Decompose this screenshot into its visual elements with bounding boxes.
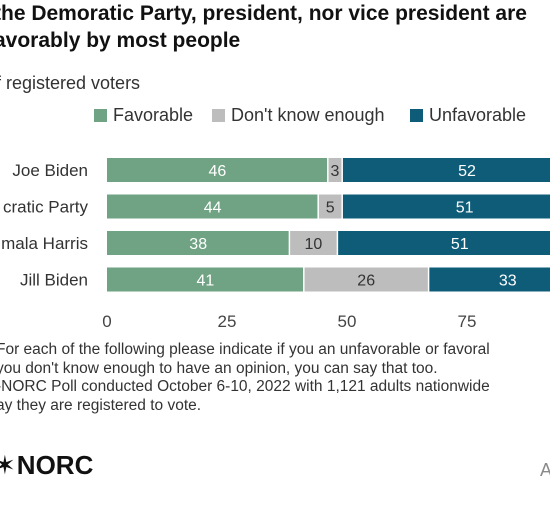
chart-title: the Demoratic Party, president, nor vice… [0, 0, 550, 54]
bar-segment [107, 158, 328, 182]
logo-text: NORC [16, 450, 94, 480]
title-line-1: the Demoratic Party, president, nor vice… [0, 2, 527, 25]
star-icon: ✶ [0, 450, 16, 480]
stacked-bar-chart: Joe Biden 46 3 52 cratic Party 44 5 51 mala Harr… [1, 158, 550, 331]
bar-segment [289, 231, 338, 255]
category-label: Joe Biden [12, 161, 88, 180]
bar-segment [107, 231, 290, 255]
bar-segment [337, 231, 550, 255]
category-label: cratic Party [3, 198, 89, 217]
bar-segment [428, 267, 550, 292]
bar-segment [342, 194, 550, 219]
x-tick-label: 0 [102, 312, 111, 331]
legend-swatch-dont-know [212, 109, 225, 122]
title-line-2: avorably by most people [0, 29, 241, 52]
legend-label-unfavorable: Unfavorable [429, 105, 527, 125]
data-label: 26 [357, 273, 375, 290]
legend-swatch-unfavorable [410, 109, 423, 122]
data-label: 51 [456, 200, 474, 217]
legend-item-dont-know: Don't know enough [212, 105, 385, 126]
bar-segment [303, 267, 429, 292]
data-label: 41 [197, 273, 215, 290]
data-label: 33 [499, 273, 517, 290]
data-label: 3 [331, 163, 340, 180]
data-label: 52 [458, 163, 476, 180]
data-label: 51 [451, 236, 469, 253]
norc-logo: ✶ NORC [0, 450, 93, 481]
x-tick-label: 75 [458, 312, 477, 331]
data-label: 46 [209, 163, 227, 180]
data-label: 44 [204, 200, 222, 217]
category-label: mala Harris [1, 234, 88, 253]
legend-item-unfavorable: Unfavorable [410, 105, 526, 126]
chart-notes: For each of the following please indicat… [0, 341, 550, 415]
data-label: 38 [189, 236, 207, 253]
data-label: 5 [326, 200, 335, 217]
legend-label-dont-know: Don't know enough [231, 105, 385, 125]
x-tick-label: 25 [218, 312, 237, 331]
legend-item-favorable: Favorable [94, 105, 193, 126]
note-line-1: For each of the following please indicat… [0, 341, 490, 358]
bar-segment [318, 194, 343, 219]
chart-subtitle: f registered voters [0, 73, 141, 93]
note-line-3: -NORC Poll conducted October 6-10, 2022 … [0, 378, 490, 395]
category-label: Jill Biden [20, 271, 88, 290]
chart-legend: Favorable Don't know enough Unfavorable [0, 105, 550, 131]
legend-label-favorable: Favorable [113, 105, 194, 125]
bar-segment [327, 158, 343, 182]
x-tick-label: 50 [338, 312, 357, 331]
bar-segment [342, 158, 550, 182]
bar-segment [107, 267, 304, 292]
bar-segment [107, 194, 319, 219]
corner-letter: A [540, 460, 550, 480]
data-label: 10 [305, 236, 323, 253]
legend-swatch-favorable [94, 109, 107, 122]
note-line-4: ay they are registered to vote. [0, 396, 202, 414]
note-line-2: you don't know enough to have an opinion… [0, 359, 438, 377]
